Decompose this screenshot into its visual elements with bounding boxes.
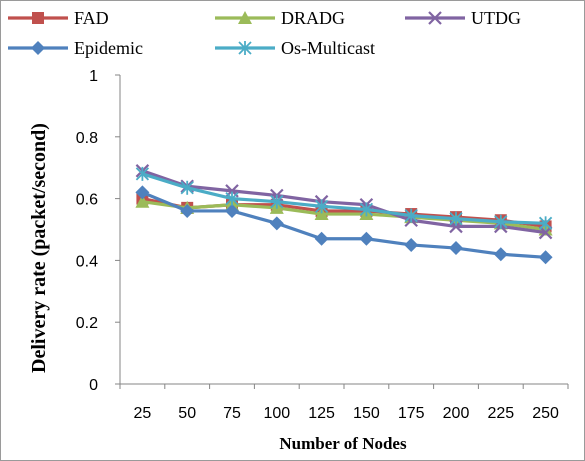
series-os-multicast bbox=[135, 166, 553, 231]
x-tick-label: 250 bbox=[532, 405, 559, 422]
x-tick-label: 200 bbox=[443, 405, 470, 422]
y-tick-label: 1 bbox=[89, 68, 98, 85]
x-axis-label: Number of Nodes bbox=[279, 434, 407, 453]
series-line bbox=[141, 172, 546, 225]
series-lines bbox=[135, 164, 553, 265]
data-point bbox=[538, 250, 553, 265]
x-tick-label: 25 bbox=[134, 405, 152, 422]
data-point bbox=[135, 166, 150, 181]
data-point bbox=[538, 216, 553, 231]
series-epidemic bbox=[135, 185, 553, 265]
legend-label: DRADG bbox=[281, 8, 345, 28]
data-point bbox=[270, 194, 284, 209]
y-axis-label: Delivery rate (packet/second) bbox=[28, 123, 50, 373]
legend-item: Os-Multicast bbox=[215, 38, 375, 58]
data-point bbox=[269, 216, 284, 231]
x-tick-label: 225 bbox=[487, 405, 514, 422]
data-point bbox=[404, 237, 419, 252]
axes bbox=[119, 75, 568, 385]
data-point bbox=[314, 231, 329, 246]
legend-swatch-marker bbox=[32, 12, 44, 24]
data-point bbox=[314, 199, 329, 214]
data-point bbox=[449, 241, 463, 256]
data-point bbox=[180, 180, 194, 195]
legend-label: FAD bbox=[74, 8, 109, 28]
data-point bbox=[135, 185, 150, 200]
data-point bbox=[493, 247, 508, 262]
x-tick-label: 75 bbox=[223, 405, 241, 422]
series-line bbox=[141, 169, 546, 235]
legend-item: Epidemic bbox=[8, 38, 143, 58]
legend-label: Os-Multicast bbox=[281, 38, 375, 58]
y-tick-label: 0 bbox=[89, 377, 98, 394]
x-tick-label: 150 bbox=[353, 405, 380, 422]
legend-label: Epidemic bbox=[74, 38, 143, 58]
legend-item: FAD bbox=[8, 8, 109, 28]
series-utdg bbox=[135, 164, 553, 240]
data-point bbox=[225, 191, 239, 206]
data-point bbox=[494, 214, 508, 229]
data-point bbox=[449, 211, 463, 226]
data-point bbox=[404, 208, 418, 223]
marker-stroke bbox=[428, 11, 442, 25]
data-point bbox=[359, 231, 374, 246]
data-point bbox=[135, 194, 150, 208]
legend-swatch-marker bbox=[238, 41, 252, 55]
x-tick-label: 100 bbox=[263, 405, 290, 422]
legend-label: UTDG bbox=[471, 8, 521, 28]
y-tick-label: 0.2 bbox=[76, 315, 98, 332]
x-tick-label: 175 bbox=[398, 405, 425, 422]
legend-item: UTDG bbox=[405, 8, 521, 28]
legend-item: DRADG bbox=[215, 8, 345, 28]
data-point bbox=[314, 207, 329, 221]
x-tick-label: 50 bbox=[178, 405, 196, 422]
data-point bbox=[180, 203, 195, 218]
x-axis-ticks: 25 50 75 100 125 150 175 200 225 250 bbox=[119, 384, 569, 422]
y-tick-label: 0.8 bbox=[76, 130, 98, 147]
y-axis-ticks: 0 0.2 0.4 0.6 0.8 1 bbox=[76, 68, 120, 394]
y-tick-label: 0.6 bbox=[76, 192, 98, 209]
legend-swatch-marker bbox=[238, 11, 252, 24]
y-tick-label: 0.4 bbox=[76, 253, 98, 270]
data-point bbox=[359, 202, 374, 217]
legend: FAD DRADG UTDG Epidemic Os-Multicast bbox=[8, 8, 521, 58]
series-line bbox=[141, 190, 546, 259]
x-tick-label: 125 bbox=[308, 405, 335, 422]
series-dradg bbox=[135, 194, 553, 236]
data-point bbox=[225, 203, 239, 218]
legend-swatch-marker bbox=[428, 11, 442, 25]
legend-swatch-marker bbox=[31, 41, 45, 55]
